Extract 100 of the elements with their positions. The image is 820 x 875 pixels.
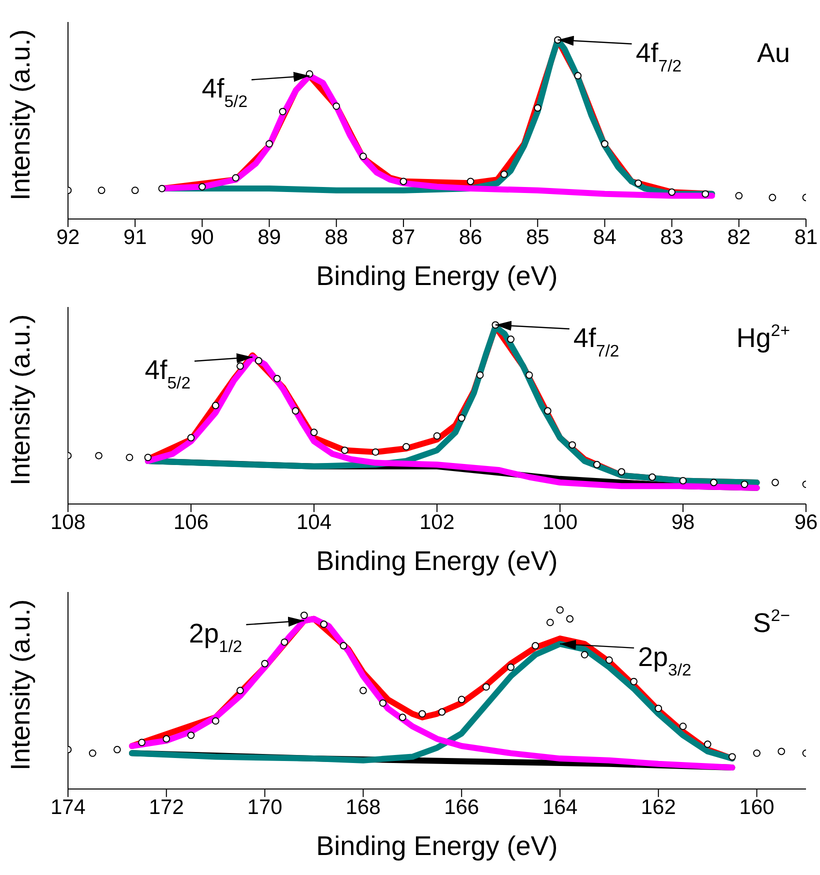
- x-axis-title: Binding Energy (eV): [316, 546, 558, 576]
- annotation: Hg$^{2+}$: [736, 321, 790, 353]
- x-tick-label: 172: [148, 796, 184, 819]
- x-tick-label: 162: [640, 796, 676, 819]
- point: [433, 432, 441, 440]
- point: [438, 708, 446, 716]
- annotation: Au: [756, 38, 790, 68]
- point: [507, 664, 514, 671]
- x-tick-label: 85: [526, 226, 550, 249]
- point: [232, 174, 240, 182]
- annotation: 2p$_{3/2}$: [638, 642, 692, 680]
- point: [648, 473, 656, 481]
- point: [212, 402, 220, 410]
- point: [340, 642, 348, 650]
- x-tick-label: 164: [542, 796, 578, 819]
- point: [332, 102, 340, 110]
- point: [507, 336, 514, 343]
- x-tick-label: 98: [671, 510, 695, 534]
- point: [768, 194, 776, 202]
- point: [360, 152, 367, 160]
- x-axis-title: Binding Energy (eV): [316, 831, 558, 861]
- point: [740, 480, 748, 488]
- x-tick-label: 160: [739, 796, 774, 819]
- point: [630, 678, 638, 686]
- point: [544, 407, 552, 415]
- point: [772, 478, 779, 486]
- point: [379, 699, 387, 707]
- point: [476, 371, 484, 379]
- point: [400, 178, 408, 186]
- point: [556, 606, 564, 614]
- x-tick-label: 104: [296, 510, 332, 534]
- point: [138, 738, 146, 746]
- x-tick-label: 86: [458, 226, 482, 249]
- x-tick-label: 106: [173, 510, 209, 534]
- point: [280, 638, 288, 646]
- point: [580, 650, 588, 658]
- point: [534, 104, 542, 112]
- point: [668, 188, 676, 196]
- point: [566, 615, 574, 623]
- x-tick-label: 89: [258, 226, 281, 249]
- point: [131, 186, 139, 194]
- point: [162, 735, 170, 743]
- point: [95, 452, 102, 460]
- point: [778, 748, 786, 756]
- point: [398, 714, 406, 722]
- point: [593, 460, 601, 468]
- x-tick-label: 168: [346, 796, 381, 819]
- point: [360, 686, 367, 694]
- point: [372, 448, 380, 456]
- point: [679, 722, 687, 730]
- point: [278, 108, 286, 116]
- point: [568, 441, 576, 449]
- y-axis-title: Intensity (a.u.): [6, 29, 36, 200]
- point: [500, 170, 508, 178]
- point: [254, 357, 262, 364]
- point: [273, 374, 281, 382]
- point: [532, 642, 540, 650]
- point: [679, 477, 687, 484]
- x-tick-label: 166: [444, 796, 480, 819]
- annotation: S$^{2−}$: [752, 606, 790, 638]
- point: [320, 620, 328, 628]
- point: [526, 371, 533, 379]
- point: [114, 746, 121, 754]
- point: [310, 428, 318, 436]
- x-tick-label: 84: [593, 226, 617, 249]
- x-tick-label: 108: [50, 510, 86, 534]
- point: [753, 749, 760, 757]
- point: [702, 190, 710, 198]
- point: [458, 414, 466, 422]
- point: [704, 740, 712, 748]
- point: [198, 183, 206, 190]
- point: [144, 454, 152, 462]
- point: [618, 468, 626, 476]
- point: [728, 753, 736, 760]
- annotation: 4f$_{5/2}$: [202, 74, 248, 112]
- point: [574, 72, 582, 80]
- annotation: 4f$_{5/2}$: [144, 355, 190, 393]
- point: [482, 683, 490, 691]
- point: [236, 362, 244, 370]
- x-tick-label: 102: [419, 510, 455, 534]
- point: [98, 186, 106, 194]
- x-tick-label: 96: [794, 510, 818, 534]
- point: [300, 612, 308, 619]
- point: [710, 478, 718, 486]
- point: [126, 454, 134, 462]
- point: [158, 184, 166, 192]
- point: [735, 192, 743, 200]
- x-tick-label: 82: [727, 226, 751, 249]
- point: [187, 434, 195, 442]
- x-tick-label: 91: [123, 226, 147, 249]
- point: [292, 407, 300, 415]
- x-tick-label: 90: [190, 226, 214, 249]
- x-tick-label: 83: [660, 226, 684, 249]
- x-tick-label: 81: [794, 226, 818, 249]
- point: [546, 618, 554, 626]
- point: [341, 446, 348, 454]
- y-axis-title: Intensity (a.u.): [6, 314, 36, 486]
- x-tick-label: 170: [247, 796, 282, 819]
- point: [458, 696, 466, 704]
- point: [634, 179, 642, 187]
